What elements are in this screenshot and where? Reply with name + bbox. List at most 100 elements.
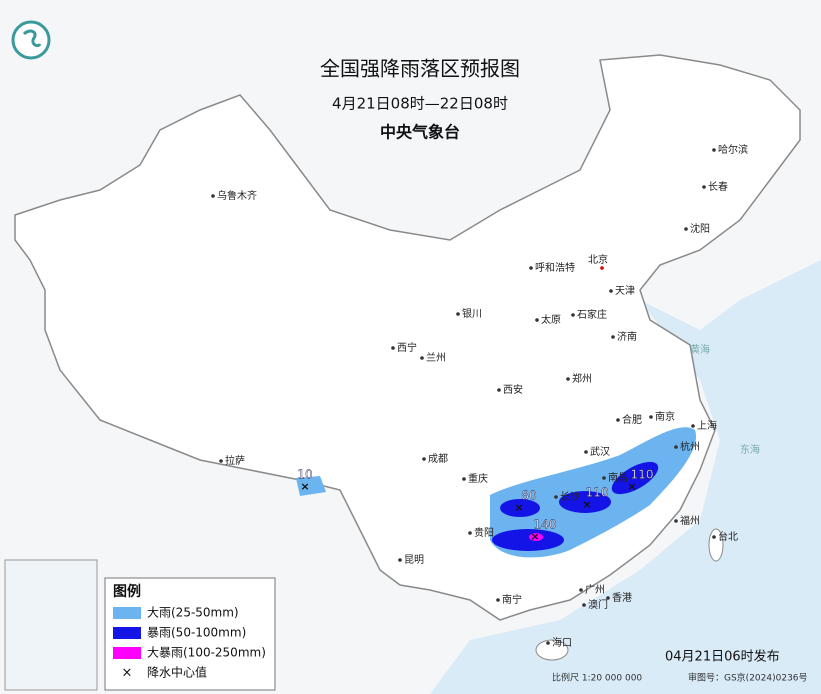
city-label: 广州 [585,584,605,596]
city-dot [219,459,223,463]
city-dot [649,415,653,419]
legend-label: 大雨(25-50mm) [147,606,239,620]
city-label: 天津 [615,285,635,297]
city-label: 武汉 [590,445,610,458]
city-label: 银川 [462,307,482,320]
rain-center-mark: × [514,501,523,514]
rain-center-value: 140 [534,518,557,532]
legend-symbol: × [122,666,133,681]
city-dot [600,266,604,270]
city-dot [566,377,570,381]
hainan [535,639,569,661]
city-label: 重庆 [468,472,488,485]
city-dot [691,424,695,428]
city-dot [468,531,472,535]
city-dot [497,388,501,392]
rain-center-value: 110 [631,468,654,482]
city-dot [602,476,606,480]
legend-label: 大暴雨(100-250mm) [147,646,266,660]
issuer: 中央气象台 [380,123,460,142]
city-dot [579,588,583,592]
rain-center-mark: × [300,480,309,493]
sea-label: 东海 [740,443,760,456]
sea-label: 黄海 [690,343,710,356]
review-number: 审图号：GS京(2024)0236号 [688,672,808,684]
ocean [430,260,821,694]
south-sea-inset [4,559,98,691]
city-label: 太原 [541,313,561,326]
city-dot [529,266,533,270]
city-dot [674,519,678,523]
city-dot [546,641,550,645]
city-label: 上海 [697,419,717,432]
city-label: 兰州 [426,351,446,364]
city-label: 石家庄 [577,308,607,321]
title: 全国强降雨落区预报图 [320,57,520,81]
rainstorm-area [611,461,659,495]
city-label: 台北 [718,530,738,543]
release-time: 04月21日06时发布 [665,649,780,665]
city-label: 郑州 [572,372,592,385]
rain-center-mark: × [582,498,591,511]
legend-swatch [113,627,141,639]
city-label: 拉萨 [225,454,245,467]
city-dot [456,312,460,316]
city-label: 昆明 [404,554,424,566]
city-dot [611,335,615,339]
city-dot [606,596,610,600]
city-label: 福州 [680,514,700,527]
city-dot [496,598,500,602]
subtitle: 4月21日08时—22日08时 [332,95,508,113]
city-dot [554,495,558,499]
scale: 比例尺 1:20 000 000 [552,672,642,684]
city-label: 西安 [503,383,523,396]
logo [11,20,51,60]
city-label: 成都 [428,453,448,465]
city-label: 海口 [552,636,572,649]
city-label: 合肥 [622,413,642,426]
city-label: 呼和浩特 [535,262,575,274]
city-label: 澳门 [588,598,608,611]
rain-center-value: 80 [521,489,536,503]
rain-center-value: 110 [586,486,609,500]
city-dot [609,289,613,293]
rain-center-mark: × [530,530,539,543]
city-label: 南宁 [502,593,522,606]
city-dot [684,227,688,231]
legend-label: 降水中心值 [147,665,207,680]
city-label: 长春 [708,181,728,193]
city-dot [535,318,539,322]
city-dot [582,603,586,607]
city-dot [571,313,575,317]
rain-center-value: 10 [297,468,312,482]
legend-label: 暴雨(50-100mm) [147,626,246,640]
city-label: 哈尔滨 [718,143,748,156]
rainstorm-area [492,529,564,551]
city-dot [584,450,588,454]
city-label: 济南 [617,330,637,343]
severe-rainstorm-area [529,533,543,541]
legend-swatch [113,607,141,619]
city-label: 乌鲁木齐 [217,189,257,202]
city-label: 杭州 [680,440,700,453]
rainstorm-area [559,491,611,513]
city-label: 南昌 [608,471,628,484]
rainstorm-area [500,499,540,517]
city-dot [712,535,716,539]
city-label: 西宁 [397,341,417,354]
heavy-rain-area [296,476,326,496]
city-dot [616,418,620,422]
city-dot [462,477,466,481]
city-dot [674,445,678,449]
city-label: 北京 [588,253,608,266]
city-dot [712,148,716,152]
city-dot [398,558,402,562]
city-label: 香港 [612,592,632,604]
city-label: 南京 [655,410,675,423]
city-dot [702,185,706,189]
city-dot [211,194,215,198]
city-dot [420,356,424,360]
city-dot [391,346,395,350]
city-dot [422,457,426,461]
